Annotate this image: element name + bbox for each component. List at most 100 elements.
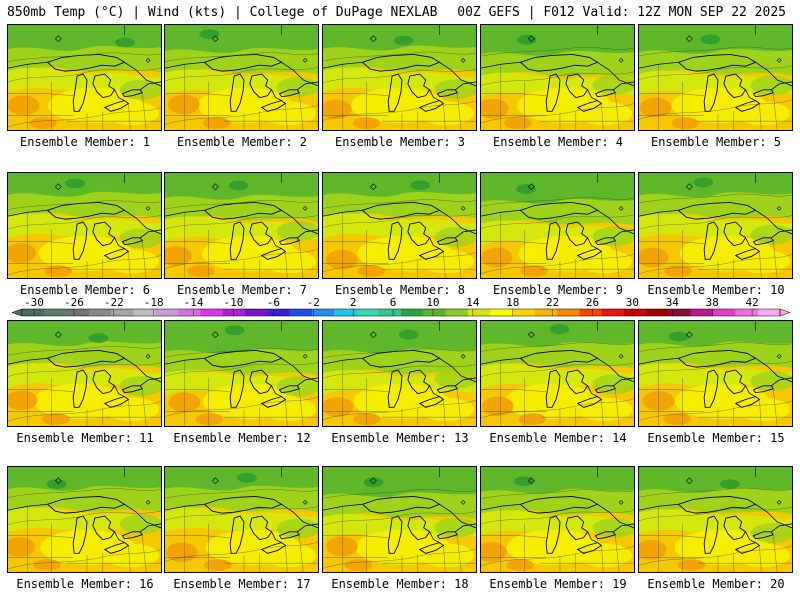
ensemble-member-label: Ensemble Member: 14: [489, 431, 627, 445]
colorbar-left-arrow: [11, 308, 23, 317]
colorbar-tick-label: 34: [666, 296, 680, 309]
colorbar-tick-label: -10: [224, 296, 244, 309]
ensemble-map-panel: [480, 466, 635, 573]
colorbar-tick-label: -18: [144, 296, 164, 309]
colorbar-tick-label: 18: [506, 296, 519, 309]
ensemble-map-panel: [7, 172, 162, 279]
ensemble-member-label: Ensemble Member: 9: [492, 283, 624, 297]
ensemble-map-panel: [164, 466, 319, 573]
colorbar-swatch: [601, 309, 625, 316]
ensemble-map-panel: [638, 172, 793, 279]
colorbar-swatch: [423, 309, 446, 316]
ensemble-member-label: Ensemble Member: 2: [176, 135, 308, 149]
temperature-map: [639, 173, 792, 278]
colorbar-tick-label: 30: [626, 296, 639, 309]
colorbar-tick-label: -30: [24, 296, 44, 309]
ensemble-map-panel: [638, 466, 793, 573]
ensemble-member-label: Ensemble Member: 6: [19, 283, 151, 297]
colorbar-swatch: [623, 309, 647, 316]
temperature-map: [8, 321, 161, 426]
temperature-map: [165, 25, 318, 130]
colorbar-swatch: [155, 309, 179, 316]
ensemble-map-panel: [322, 172, 477, 279]
ensemble-map-panel: [638, 24, 793, 131]
colorbar-swatch: [222, 309, 246, 316]
colorbar-tick-label: 38: [706, 296, 719, 309]
ensemble-map-panel: [322, 24, 477, 131]
ensemble-member-label: Ensemble Member: 16: [16, 577, 154, 591]
colorbar-swatch: [490, 309, 513, 316]
ensemble-map-panel: [638, 320, 793, 427]
colorbar-swatch: [690, 309, 714, 316]
colorbar-swatch: [334, 309, 357, 316]
colorbar-swatch: [735, 309, 759, 316]
temperature-map: [165, 173, 318, 278]
colorbar-tick-label: 22: [546, 296, 559, 309]
ensemble-member-label: Ensemble Member: 7: [176, 283, 308, 297]
colorbar-tick-label: -6: [267, 296, 280, 309]
temperature-map: [639, 25, 792, 130]
temperature-map: [165, 467, 318, 572]
temperature-map: [323, 173, 476, 278]
colorbar-swatch: [44, 309, 67, 316]
colorbar-tick-label: 6: [390, 296, 397, 309]
temperature-colorbar: -30 -26 -22 -18 -14 -10 -6 -2 2 6 10 14 18 22 26 30 34 38…: [11, 296, 791, 317]
ensemble-member-label: Ensemble Member: 19: [489, 577, 627, 591]
ensemble-map-panel: [480, 172, 635, 279]
ensemble-map-panel: [164, 24, 319, 131]
colorbar-tick-label: -22: [104, 296, 124, 309]
colorbar-swatch: [66, 309, 90, 316]
valid-time-label: 00Z GEFS | F012 Valid: 12Z MON SEP 22 20…: [457, 5, 786, 20]
ensemble-map-panel: [480, 320, 635, 427]
ensemble-member-label: Ensemble Member: 17: [173, 577, 311, 591]
ensemble-member-label: Ensemble Member: 20: [647, 577, 785, 591]
ensemble-member-label: Ensemble Member: 18: [331, 577, 469, 591]
temperature-map: [639, 321, 792, 426]
temperature-map: [323, 467, 476, 572]
ensemble-member-label: Ensemble Member: 15: [647, 431, 785, 445]
colorbar-swatch: [401, 309, 424, 316]
ensemble-map-panel: [480, 24, 635, 131]
colorbar-swatch: [88, 309, 112, 316]
colorbar-swatch: [289, 309, 313, 316]
ensemble-member-label: Ensemble Member: 1: [19, 135, 151, 149]
colorbar-swatch: [646, 309, 669, 316]
colorbar-tick-label: 10: [426, 296, 439, 309]
ensemble-member-label: Ensemble Member: 5: [650, 135, 782, 149]
colorbar-swatch: [22, 309, 45, 316]
ensemble-map-panel: [322, 466, 477, 573]
temperature-map: [8, 467, 161, 572]
colorbar-swatch: [534, 309, 558, 316]
colorbar-swatch: [311, 309, 335, 316]
ensemble-member-label: Ensemble Member: 8: [334, 283, 466, 297]
colorbar-swatch: [111, 309, 134, 316]
temperature-map: [481, 467, 634, 572]
ensemble-map-panel: [7, 466, 162, 573]
ensemble-member-label: Ensemble Member: 13: [331, 431, 469, 445]
colorbar-swatch: [467, 309, 491, 316]
temperature-map: [481, 173, 634, 278]
colorbar-swatch: [244, 309, 268, 316]
chart-title: 850mb Temp (°C) | Wind (kts) | College o…: [7, 5, 438, 20]
ensemble-map-panel: [164, 172, 319, 279]
colorbar-swatch: [757, 309, 781, 316]
colorbar-tick-label: 14: [466, 296, 480, 309]
ensemble-member-label: Ensemble Member: 10: [647, 283, 785, 297]
temperature-map: [8, 25, 161, 130]
colorbar-tick-label: 2: [350, 296, 357, 309]
ensemble-map-panel: [7, 320, 162, 427]
ensemble-member-label: Ensemble Member: 12: [173, 431, 311, 445]
colorbar-swatch: [178, 309, 201, 316]
temperature-map: [323, 321, 476, 426]
ensemble-map-panel: [164, 320, 319, 427]
colorbar-swatch: [668, 309, 692, 316]
temperature-map: [8, 173, 161, 278]
ensemble-map-panel: [7, 24, 162, 131]
colorbar-swatch: [267, 309, 290, 316]
ensemble-member-label: Ensemble Member: 3: [334, 135, 466, 149]
temperature-map: [639, 467, 792, 572]
ensemble-member-label: Ensemble Member: 11: [16, 431, 154, 445]
colorbar-swatch: [557, 309, 580, 316]
colorbar-right-arrow: [779, 308, 791, 317]
colorbar-tick-label: 42: [745, 296, 758, 309]
